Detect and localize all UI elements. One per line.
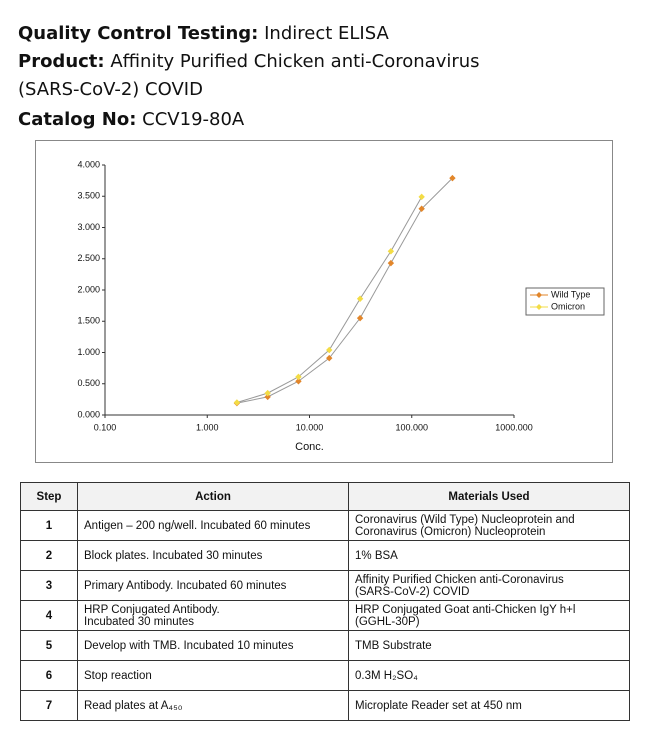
table-cell: Develop with TMB. Incubated 10 minutes xyxy=(77,630,349,661)
table-cell: TMB Substrate xyxy=(348,630,630,661)
table-cell: 3 xyxy=(20,570,78,601)
table-cell: Primary Antibody. Incubated 60 minutes xyxy=(77,570,349,601)
label: Catalog No: xyxy=(18,109,137,130)
table-cell: 6 xyxy=(20,660,78,691)
y-tick-label: 4.000 xyxy=(77,159,100,169)
protocol-table: Step Action Materials Used 1 Antigen – 20… xyxy=(20,482,630,721)
legend-marker xyxy=(536,292,542,298)
label: Product: xyxy=(18,51,105,72)
y-tick-label: 1.500 xyxy=(77,316,100,326)
data-point xyxy=(356,314,364,322)
column-header: Step xyxy=(20,482,78,511)
value: Affinity Purified Chicken anti-Coronavir… xyxy=(18,51,480,100)
x-tick-label: 10.000 xyxy=(296,422,324,432)
table-cell: 0.3M H₂SO₄ xyxy=(348,660,630,691)
table-row: 7 Read plates at A₄₅₀ Microplate Reader se… xyxy=(20,690,630,721)
data-point xyxy=(326,354,333,362)
table-row: 4 HRP Conjugated Antibody. Incubated 30 m… xyxy=(20,600,630,631)
table-cell: Stop reaction xyxy=(77,660,349,691)
table-cell: 4 xyxy=(20,600,78,631)
table-cell: 2 xyxy=(20,540,78,571)
legend-marker xyxy=(536,304,542,310)
data-point xyxy=(387,259,395,267)
table-cell: HRP Conjugated Antibody. Incubated 30 mi… xyxy=(77,600,349,631)
x-axis-label: Conc. xyxy=(295,441,324,453)
y-tick-label: 0.500 xyxy=(77,378,100,388)
table-cell: Affinity Purified Chicken anti-Coronavir… xyxy=(348,570,630,601)
table-cell: Read plates at A₄₅₀ xyxy=(77,690,349,721)
y-tick-label: 3.500 xyxy=(77,191,100,201)
table-cell: Coronavirus (Wild Type) Nucleoprotein an… xyxy=(348,510,630,541)
data-point xyxy=(295,373,302,381)
table-cell: Microplate Reader set at 450 nm xyxy=(348,690,630,721)
series-line xyxy=(236,196,423,403)
y-tick-label: 2.500 xyxy=(77,253,100,263)
legend-label: Wild Type xyxy=(551,289,590,299)
value: CCV19-80A xyxy=(142,109,245,130)
column-header: Action xyxy=(77,482,349,511)
label: Quality Control Testing: xyxy=(18,23,259,44)
header-row: Step Action Materials Used xyxy=(20,482,630,511)
table-cell: 1% BSA xyxy=(348,540,630,571)
table-row: 1 Antigen – 200 ng/well. Incubated 60 min… xyxy=(20,510,630,541)
y-tick-label: 0.000 xyxy=(77,409,100,419)
table-row: 3 Primary Antibody. Incubated 60 minutes A… xyxy=(20,570,630,601)
table-cell: 7 xyxy=(20,690,78,721)
qc-line: Quality Control Testing: Indirect ELISA xyxy=(18,20,389,48)
table-cell: HRP Conjugated Goat anti-Chicken IgY h+l… xyxy=(348,600,630,631)
data-point xyxy=(418,193,425,201)
legend-label: Omicron xyxy=(551,301,585,311)
chart: 0.000 0.500 1.000 1.500 2.000 2.500 3.000 3.500… xyxy=(77,159,605,453)
x-tick-label: 1.000 xyxy=(196,422,219,432)
value: Indirect ELISA xyxy=(264,23,389,44)
table-row: 5 Develop with TMB. Incubated 10 minutes T… xyxy=(20,630,630,661)
catalog-line: Catalog No: CCV19-80A xyxy=(18,106,244,134)
table-row: 6 Stop reaction 0.3M H₂SO₄ xyxy=(20,660,630,691)
data-point xyxy=(264,389,271,397)
data-point xyxy=(233,399,241,406)
product-line: Product: Affinity Purified Chicken anti-… xyxy=(18,48,480,104)
data-point xyxy=(295,378,302,385)
data-point xyxy=(387,248,395,255)
column-header: Materials Used xyxy=(348,482,630,511)
table-cell: 5 xyxy=(20,630,78,661)
table-cell: 1 xyxy=(20,510,78,541)
table-body: 1 Antigen – 200 ng/well. Incubated 60 min… xyxy=(20,510,630,721)
y-tick-label: 3.000 xyxy=(77,222,100,232)
series-line xyxy=(236,177,453,404)
table-cell: Block plates. Incubated 30 minutes xyxy=(77,540,349,571)
table-cell: Antigen – 200 ng/well. Incubated 60 minu… xyxy=(77,510,349,541)
data-point xyxy=(326,346,333,354)
data-point xyxy=(356,295,364,302)
chart-frame: 0.000 0.500 1.000 1.500 2.000 2.500 3.000 3.500… xyxy=(35,140,613,463)
y-tick-label: 2.000 xyxy=(77,284,100,294)
x-tick-label: 100.000 xyxy=(395,422,428,432)
table-row: 2 Block plates. Incubated 30 minutes 1% BS… xyxy=(20,540,630,571)
x-tick-label: 1000.000 xyxy=(495,422,533,432)
x-tick-label: 0.100 xyxy=(94,422,117,432)
data-point xyxy=(264,393,271,401)
y-tick-label: 1.000 xyxy=(77,347,100,357)
